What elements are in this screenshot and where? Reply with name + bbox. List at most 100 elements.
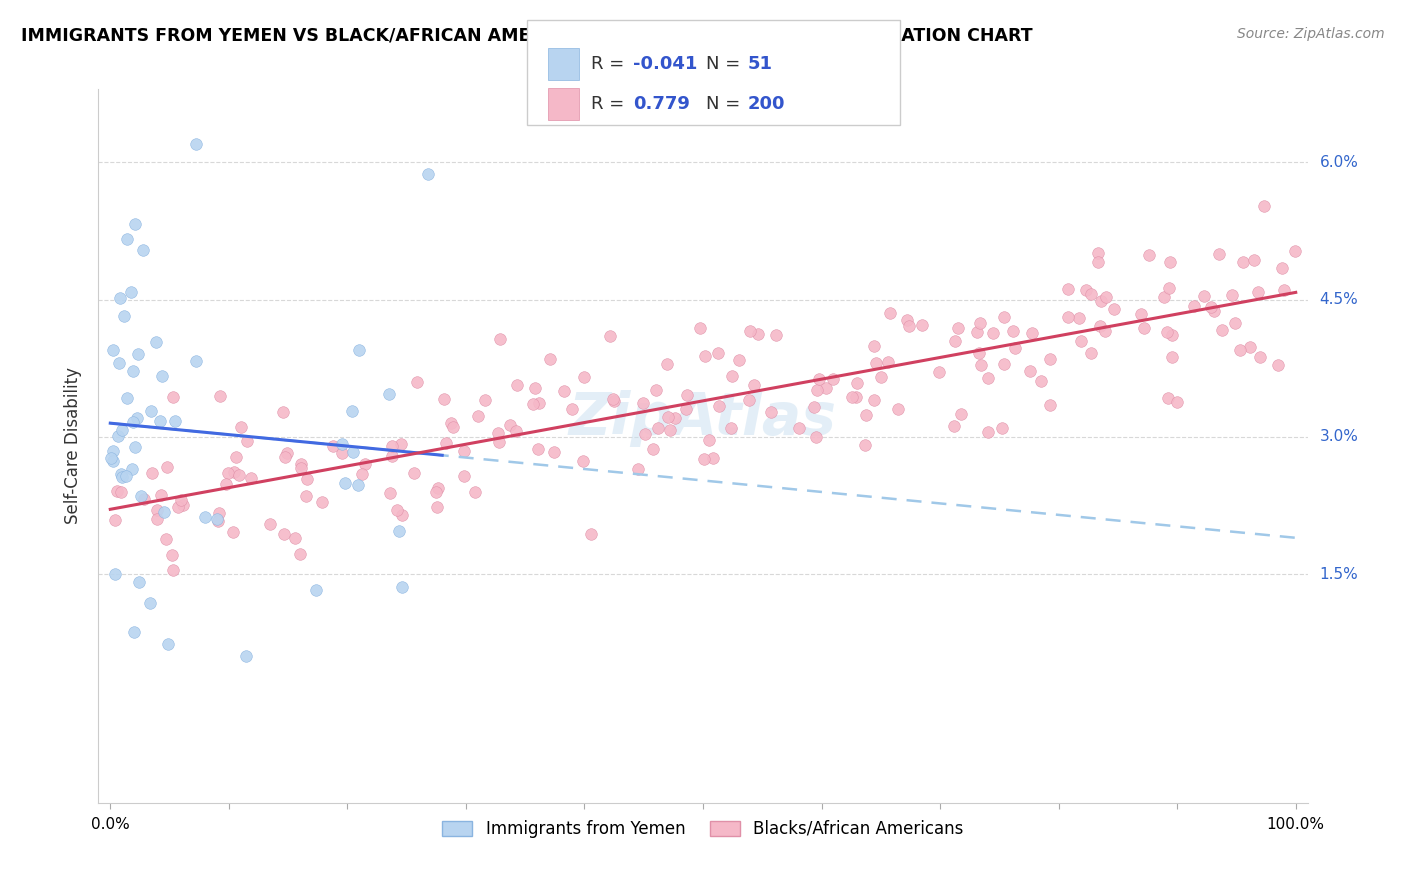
Point: [121, 364, 143, 378]
Point: [132, 492, 155, 507]
Point: [295, 472, 318, 486]
Point: [141, 466, 163, 480]
Point: [333, 476, 356, 491]
Point: [101, 343, 124, 358]
Point: [645, 383, 668, 397]
Point: [1080, 287, 1102, 301]
Point: [765, 327, 787, 342]
Point: [647, 420, 669, 434]
Point: [155, 532, 177, 546]
Point: [167, 500, 190, 514]
Point: [1159, 254, 1181, 268]
Point: [464, 484, 486, 499]
Point: [378, 486, 401, 500]
Point: [977, 371, 1000, 385]
Point: [115, 468, 138, 483]
Point: [163, 413, 186, 427]
Point: [543, 445, 565, 459]
Point: [150, 369, 173, 384]
Point: [1220, 288, 1243, 302]
Point: [311, 494, 333, 508]
Point: [759, 404, 782, 418]
Point: [579, 527, 602, 541]
Point: [877, 355, 900, 369]
Point: [1087, 254, 1109, 268]
Point: [855, 408, 877, 422]
Text: 3.0%: 3.0%: [1320, 429, 1358, 444]
Point: [1095, 290, 1118, 304]
Point: [1239, 340, 1261, 354]
Point: [1202, 303, 1225, 318]
Point: [1160, 328, 1182, 343]
Point: [1074, 283, 1097, 297]
Point: [527, 396, 550, 410]
Point: [112, 310, 135, 324]
Text: 4.5%: 4.5%: [1320, 292, 1358, 307]
Point: [162, 390, 184, 404]
Point: [283, 531, 305, 545]
Point: [808, 372, 831, 386]
Point: [1021, 326, 1043, 341]
Point: [225, 450, 247, 464]
Point: [1271, 260, 1294, 275]
Legend: Immigrants from Yemen, Blacks/African Americans: Immigrants from Yemen, Blacks/African Am…: [436, 814, 970, 845]
Point: [425, 484, 447, 499]
Point: [693, 451, 716, 466]
Point: [862, 393, 884, 408]
Point: [928, 365, 950, 379]
Point: [845, 390, 868, 404]
Point: [385, 503, 408, 517]
Point: [121, 462, 143, 476]
Point: [486, 425, 509, 440]
Point: [350, 467, 373, 482]
Text: 200: 200: [748, 95, 786, 113]
Point: [787, 421, 810, 435]
Point: [969, 316, 991, 330]
Point: [111, 423, 134, 437]
Point: [389, 437, 412, 451]
Text: 100.0%: 100.0%: [1267, 817, 1324, 832]
Point: [274, 450, 297, 465]
Point: [853, 438, 876, 452]
Point: [499, 417, 522, 432]
Point: [966, 325, 988, 339]
Point: [194, 510, 217, 524]
Point: [354, 458, 377, 472]
Point: [290, 457, 312, 471]
Point: [110, 467, 132, 482]
Point: [572, 454, 595, 468]
Point: [707, 345, 730, 359]
Point: [1247, 285, 1270, 299]
Point: [340, 404, 363, 418]
Point: [664, 410, 686, 425]
Point: [1272, 283, 1295, 297]
Point: [1004, 341, 1026, 355]
Point: [101, 444, 124, 458]
Point: [720, 368, 742, 383]
Point: [896, 313, 918, 327]
Point: [127, 347, 149, 361]
Point: [108, 356, 131, 370]
Point: [215, 477, 238, 491]
Point: [342, 444, 364, 458]
Point: [224, 465, 246, 479]
Point: [217, 467, 239, 481]
Point: [845, 376, 868, 390]
Point: [949, 407, 972, 421]
Text: Source: ZipAtlas.com: Source: ZipAtlas.com: [1237, 27, 1385, 41]
Point: [1018, 364, 1040, 378]
Text: R =: R =: [591, 95, 630, 113]
Point: [184, 354, 207, 368]
Point: [1182, 299, 1205, 313]
Point: [239, 471, 262, 485]
Point: [271, 405, 294, 419]
Point: [697, 433, 720, 447]
Point: [1267, 358, 1289, 372]
Point: [943, 334, 966, 348]
Point: [122, 415, 145, 429]
Point: [347, 478, 370, 492]
Point: [146, 503, 169, 517]
Point: [150, 488, 173, 502]
Point: [1284, 244, 1306, 258]
Point: [288, 547, 311, 561]
